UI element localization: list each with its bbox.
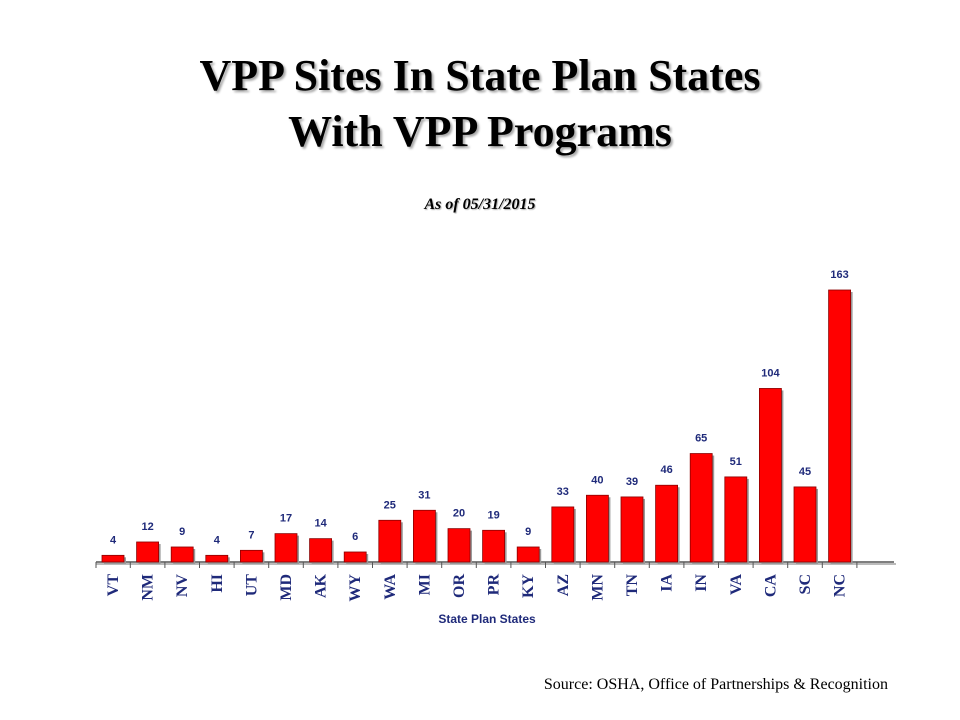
data-label-wa: 25 xyxy=(384,499,396,511)
tick-label-hi: HI xyxy=(209,574,226,593)
bar-mi xyxy=(412,509,436,563)
source-note: Source: OSHA, Office of Partnerships & R… xyxy=(543,676,888,693)
tick-label-ky: KY xyxy=(520,574,537,598)
tick-label-in: IN xyxy=(693,574,710,592)
tick-label-mn: MN xyxy=(589,574,606,601)
data-label-wy: 6 xyxy=(352,531,358,543)
bar-ak xyxy=(309,538,333,563)
tick-label-pr: PR xyxy=(486,574,503,596)
data-label-in: 65 xyxy=(695,433,707,445)
data-label-sc: 45 xyxy=(799,466,811,478)
bar-vt xyxy=(101,554,125,563)
bar-nv xyxy=(170,546,194,563)
bar-ia xyxy=(655,484,678,563)
tick-label-ia: IA xyxy=(659,574,676,592)
title-line-2: With VPP Programs xyxy=(288,107,672,156)
data-label-ky: 9 xyxy=(525,526,531,538)
data-label-nm: 12 xyxy=(141,521,153,533)
bar-or xyxy=(447,528,471,563)
bar-va xyxy=(724,476,748,563)
data-label-ia: 46 xyxy=(660,464,672,476)
bar-hi xyxy=(205,554,229,563)
tick-label-vt: VT xyxy=(105,574,122,597)
data-label-va: 51 xyxy=(730,456,742,468)
tick-label-or: OR xyxy=(451,574,468,598)
chart-title: VPP Sites In State Plan States With VPP … xyxy=(0,48,960,160)
bar-pr xyxy=(482,529,506,563)
bar-ca xyxy=(759,388,782,563)
tick-label-az: AZ xyxy=(555,574,572,596)
data-label-mi: 31 xyxy=(418,489,430,501)
data-label-tn: 39 xyxy=(626,476,638,488)
tick-label-nc: NC xyxy=(832,574,849,597)
bar-wa xyxy=(378,519,402,563)
bar-tn xyxy=(620,496,644,563)
bar-ky xyxy=(516,546,540,563)
tick-label-ut: UT xyxy=(243,574,260,597)
bar-az xyxy=(551,506,575,563)
bar-in xyxy=(689,453,713,563)
bar-wy xyxy=(343,551,367,563)
bar-sc xyxy=(793,486,817,563)
data-label-mn: 40 xyxy=(591,474,603,486)
data-label-md: 17 xyxy=(280,513,292,525)
title-line-1: VPP Sites In State Plan States xyxy=(199,51,761,100)
data-label-nv: 9 xyxy=(179,526,185,538)
data-label-az: 33 xyxy=(557,486,569,498)
tick-label-wa: WA xyxy=(382,574,399,600)
tick-label-mi: MI xyxy=(416,574,433,595)
bar-nm xyxy=(136,541,160,563)
tick-label-tn: TN xyxy=(624,574,641,597)
tick-label-sc: SC xyxy=(797,574,814,594)
x-axis-title: State Plan States xyxy=(438,612,536,626)
tick-label-ak: AK xyxy=(313,573,330,598)
data-label-ak: 14 xyxy=(314,518,327,530)
data-label-nc: 163 xyxy=(830,269,848,281)
tick-label-md: MD xyxy=(278,574,295,601)
data-label-vt: 4 xyxy=(110,534,117,546)
tick-label-nm: NM xyxy=(140,574,157,601)
tick-label-wy: WY xyxy=(347,574,364,602)
data-label-ut: 7 xyxy=(248,529,254,541)
bar-md xyxy=(274,533,298,563)
bar-ut xyxy=(239,549,263,563)
bar-mn xyxy=(586,494,609,563)
data-label-or: 20 xyxy=(453,508,465,520)
data-label-ca: 104 xyxy=(761,367,780,379)
chart-subtitle: As of 05/31/2015 xyxy=(424,196,536,213)
tick-label-va: VA xyxy=(728,574,745,595)
data-label-hi: 4 xyxy=(214,534,221,546)
bar-nc xyxy=(828,289,851,563)
tick-label-nv: NV xyxy=(174,574,191,598)
data-label-pr: 19 xyxy=(487,509,499,521)
tick-label-ca: CA xyxy=(762,574,779,598)
